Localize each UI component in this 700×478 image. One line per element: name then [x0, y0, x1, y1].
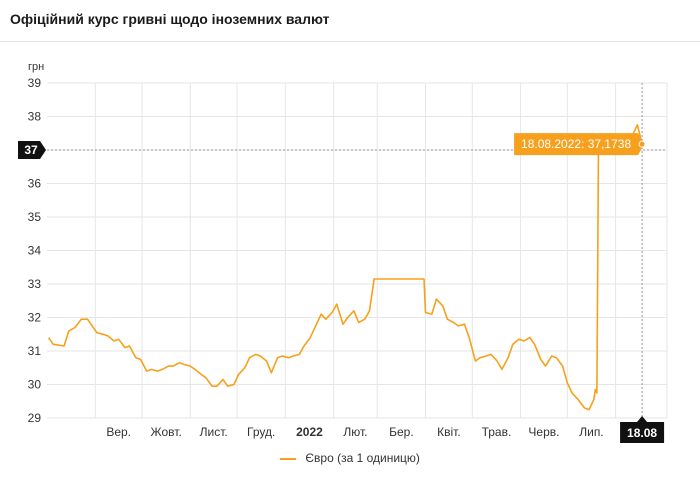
x-tick-label: Квіт.: [437, 425, 461, 439]
tooltip-box: [514, 133, 645, 156]
y-tick-label: 35: [28, 210, 42, 224]
x-tick-label: Лип.: [579, 425, 603, 439]
x-tick-label: 2022: [296, 425, 323, 439]
crosshair-x-label: 18.08: [627, 426, 657, 440]
crosshair-y-label-box: [18, 141, 46, 159]
y-tick-label: 39: [28, 76, 42, 90]
y-tick-label: 38: [28, 110, 42, 124]
y-tick-label: 32: [28, 311, 42, 325]
y-tick-label: 31: [28, 344, 42, 358]
tooltip-text: 18.08.2022: 37,1738: [521, 137, 631, 151]
x-tick-label: Черв.: [528, 425, 559, 439]
chart-legend[interactable]: Євро (за 1 одиницю): [0, 451, 700, 465]
series-line-euro: [47, 124, 643, 411]
y-tick-label: 29: [28, 411, 42, 425]
y-tick-label: 36: [28, 177, 42, 191]
x-tick-label: Трав.: [482, 425, 512, 439]
x-tick-label: Груд.: [247, 425, 275, 439]
y-tick-label: 34: [28, 244, 42, 258]
x-tick-label: Бер.: [389, 425, 414, 439]
y-tick-label: 30: [28, 378, 42, 392]
x-tick-label: Лют.: [343, 425, 367, 439]
y-tick-label: 33: [28, 277, 42, 291]
y-axis-label: грн: [28, 61, 44, 73]
legend-label: Євро (за 1 одиницю): [305, 451, 420, 465]
x-tick-label: Жовт.: [151, 425, 182, 439]
crosshair-x-label-box: [620, 416, 665, 443]
legend-swatch: [280, 457, 297, 460]
crosshair-y-label: 37: [24, 143, 38, 157]
hover-point-marker: [638, 140, 646, 148]
x-tick-label: Лист.: [200, 425, 228, 439]
chart-header: Офіційний курс гривні щодо іноземних вал…: [0, 0, 700, 42]
x-tick-label: Вер.: [106, 425, 131, 439]
chart-title: Офіційний курс гривні щодо іноземних вал…: [10, 11, 330, 27]
